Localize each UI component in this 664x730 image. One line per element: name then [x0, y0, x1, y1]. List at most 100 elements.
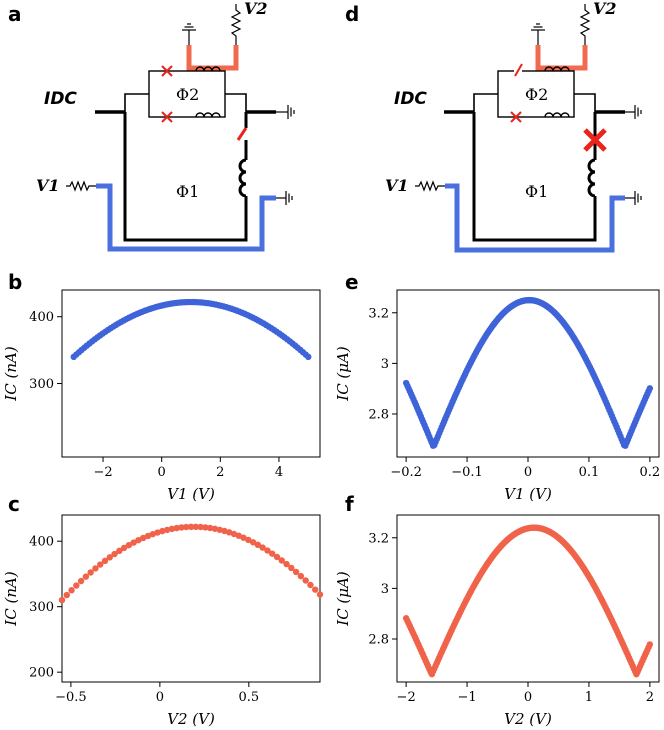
x-axis-label: V2 (V): [504, 710, 552, 728]
plot-frame: [61, 514, 321, 683]
chart-e: −0.2 −0.1 0 0.1 0.2 2.8 3 3.2 V1 (V) IC (μA): [334, 289, 661, 503]
data-point: [106, 554, 113, 561]
v1-label: V1: [36, 176, 60, 195]
data-point: [202, 524, 209, 531]
data-point: [254, 541, 262, 549]
inductor-icon: [195, 112, 221, 118]
x-axis-label: V2 (V): [167, 710, 215, 728]
v2-label: V2: [244, 0, 268, 18]
x-tick-label: −0.2: [390, 465, 422, 480]
v2-bias-line: [535, 45, 588, 71]
data-point: [135, 536, 142, 544]
x-tick-label: 0.5: [238, 690, 259, 705]
data-point: [58, 596, 66, 604]
data-point: [183, 523, 190, 531]
data-point: [278, 557, 285, 564]
data-point: [305, 353, 312, 361]
cross-icon: [583, 128, 607, 152]
panel-label-e: e: [345, 270, 359, 294]
data-point: [140, 534, 147, 542]
x-tick-label: 0.2: [640, 465, 661, 480]
junction-icon: [514, 63, 523, 77]
inductor-icon: [544, 112, 570, 118]
x-tick-label: 0.1: [579, 465, 600, 480]
v1-bias-line: [96, 183, 276, 252]
circuit-d: V2 Φ2 IDC Φ1 V1: [385, 0, 642, 253]
data-point: [259, 544, 266, 551]
chart-b: −2 0 2 4 300 400 V1 (V) IC (nA): [2, 289, 321, 503]
x-tick-label: −0.1: [451, 465, 483, 480]
y-tick-label: 200: [29, 666, 54, 681]
data-point: [173, 524, 180, 532]
data-point: [264, 547, 271, 554]
inductor-icon: [238, 158, 248, 200]
data-point: [116, 547, 123, 555]
circuit-a: V2 Φ2 IDC Φ1 V1: [36, 0, 295, 252]
x-tick-label: 0: [158, 465, 166, 480]
data-point: [63, 591, 70, 599]
ground-icon: [287, 105, 295, 119]
phi1-label: Φ1: [525, 182, 548, 201]
data-point: [92, 565, 99, 572]
data-point: [269, 550, 276, 557]
y-axis-label: IC (nA): [2, 571, 20, 627]
x-tick-label: 0: [156, 690, 164, 705]
idc-label: IDC: [394, 89, 427, 109]
data-point: [235, 532, 242, 539]
data-point: [97, 561, 104, 568]
data-point: [206, 524, 214, 532]
phi1-label: Φ1: [176, 182, 199, 201]
y-tick-label: 300: [29, 600, 54, 615]
x-axis-label: V1 (V): [167, 485, 215, 503]
x-tick-label: −1: [457, 690, 476, 705]
x-tick-label: 1: [585, 690, 593, 705]
data-point: [77, 577, 85, 585]
y-tick-label: 2.8: [368, 407, 389, 422]
y-tick-label: 400: [29, 310, 54, 325]
data-point: [297, 572, 305, 580]
panel-label-b: b: [8, 270, 23, 294]
y-tick-label: 300: [29, 377, 54, 392]
data-point: [646, 641, 654, 648]
y-tick-label: 2.8: [368, 632, 389, 647]
y-axis-label: IC (μA): [334, 346, 352, 402]
data-point: [302, 577, 309, 584]
data-point: [101, 557, 109, 565]
data-point: [249, 539, 257, 546]
data-point: [312, 586, 319, 593]
inductor-icon: [544, 66, 570, 72]
data-point: [192, 523, 199, 531]
data-point: [87, 569, 94, 576]
data-point: [240, 534, 247, 541]
x-tick-label: 2: [646, 690, 654, 705]
data-point: [307, 581, 314, 589]
data-point: [178, 524, 185, 531]
chart-f: −2 −1 0 1 2 2.8 3 3.2 V2 (V) IC (μA): [334, 514, 660, 728]
v2-label: V2: [593, 0, 617, 18]
x-tick-label: 0: [524, 465, 532, 480]
x-tick-label: 0: [524, 690, 532, 705]
y-axis-label: IC (nA): [2, 346, 20, 402]
panel-label-f: f: [345, 492, 354, 516]
inductor-icon: [195, 66, 221, 72]
data-point: [197, 523, 204, 531]
x-tick-label: −0.5: [55, 690, 87, 705]
phi2-label: Φ2: [525, 85, 548, 104]
x-axis-label: V1 (V): [504, 485, 552, 503]
data-point: [288, 564, 295, 572]
x-tick-label: 2: [216, 465, 224, 480]
data-point: [216, 526, 223, 533]
chart-c: −0.5 0 0.5 200 300 400 V2 (V) IC (nA): [2, 514, 324, 728]
panel-label-d: d: [345, 2, 360, 26]
phi2-label: Φ2: [176, 85, 199, 104]
panel-label-a: a: [8, 2, 22, 26]
data-point: [646, 385, 654, 392]
data-point: [73, 582, 80, 589]
resistor-icon: [415, 180, 445, 192]
x-tick-label: −2: [93, 465, 112, 480]
resistor-icon: [66, 180, 96, 192]
y-tick-label: 3.2: [368, 531, 389, 546]
data-point: [130, 539, 137, 546]
resistor-icon: [579, 4, 591, 45]
data-point: [120, 544, 128, 552]
